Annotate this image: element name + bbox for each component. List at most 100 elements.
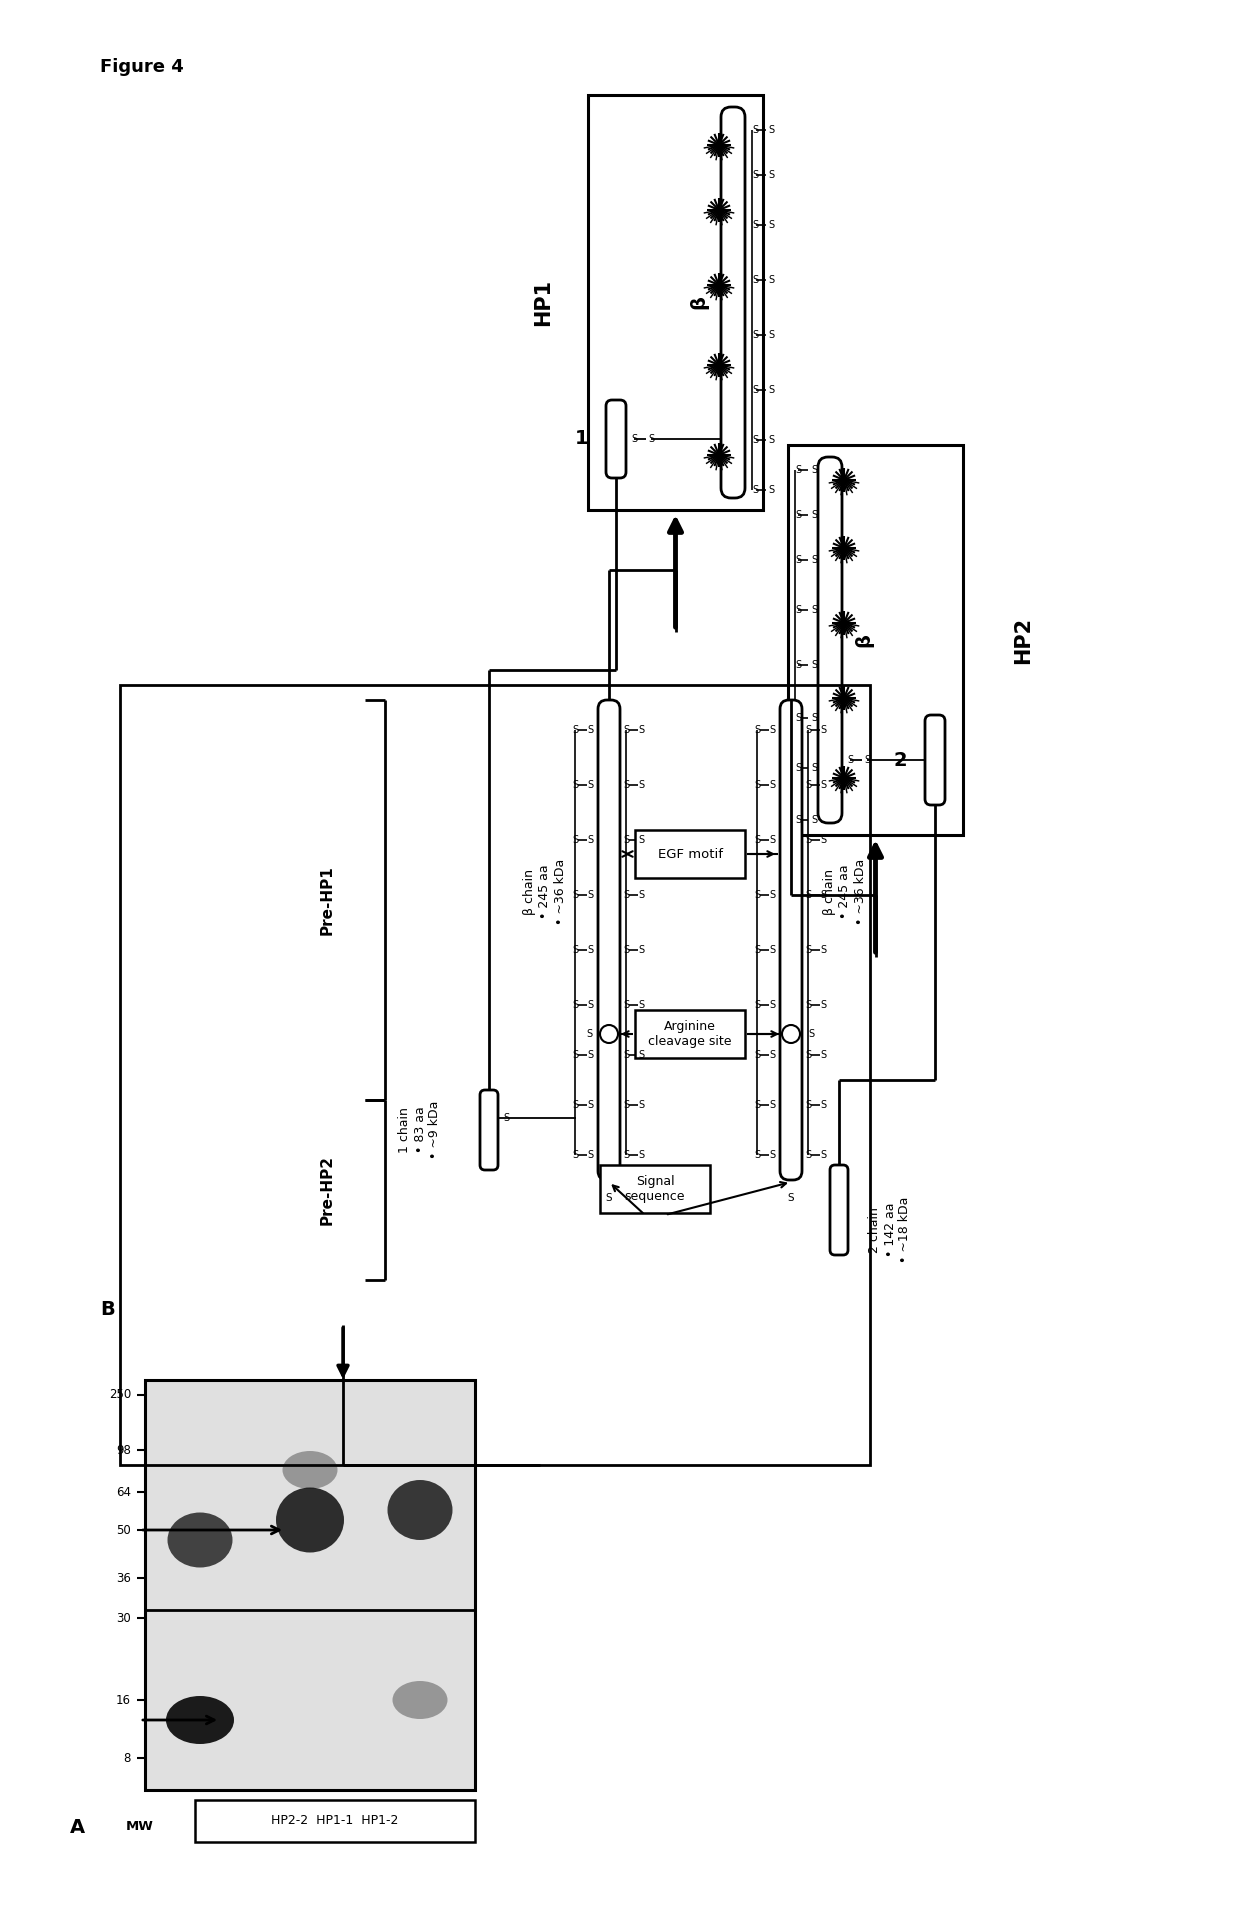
Text: β chain
• 245 aa
• ~36 kDa: β chain • 245 aa • ~36 kDa (823, 859, 867, 925)
Text: S: S (820, 834, 826, 846)
Text: HP2: HP2 (1013, 617, 1033, 663)
Text: S: S (795, 511, 801, 520)
Text: S: S (795, 763, 801, 773)
Text: S: S (769, 780, 775, 790)
FancyBboxPatch shape (720, 108, 745, 497)
Text: S: S (637, 1050, 644, 1060)
Text: S: S (768, 385, 774, 395)
Text: S: S (811, 555, 817, 565)
Text: S: S (769, 1100, 775, 1110)
Text: S: S (820, 1050, 826, 1060)
Text: S: S (795, 661, 801, 671)
Bar (635, 831, 745, 879)
Text: S: S (751, 276, 758, 285)
Text: S: S (769, 890, 775, 900)
Text: S: S (820, 1100, 826, 1110)
Text: S: S (820, 780, 826, 790)
Circle shape (600, 1025, 618, 1043)
Text: 8: 8 (124, 1752, 131, 1765)
Text: S: S (587, 834, 593, 846)
Text: S: S (622, 1050, 629, 1060)
Text: S: S (754, 834, 760, 846)
Text: S: S (769, 725, 775, 734)
Text: S: S (811, 605, 817, 615)
Text: S: S (631, 434, 637, 443)
Text: HP1: HP1 (533, 279, 553, 326)
Text: EGF motif: EGF motif (657, 848, 723, 861)
FancyBboxPatch shape (606, 401, 626, 478)
Text: S: S (820, 725, 826, 734)
FancyBboxPatch shape (830, 1166, 848, 1254)
Text: S: S (808, 1029, 815, 1039)
Text: S: S (811, 713, 817, 723)
Text: S: S (622, 1150, 629, 1160)
Text: S: S (754, 1050, 760, 1060)
Text: S: S (820, 944, 826, 956)
Text: S: S (795, 713, 801, 723)
Bar (145, 1380, 475, 1790)
Text: S: S (587, 944, 593, 956)
Text: 64: 64 (117, 1486, 131, 1499)
Text: S: S (787, 1193, 795, 1202)
Text: β: β (689, 295, 708, 310)
Text: S: S (751, 436, 758, 445)
Text: S: S (768, 170, 774, 179)
Text: S: S (795, 464, 801, 474)
Text: S: S (811, 763, 817, 773)
Text: S: S (637, 725, 644, 734)
Ellipse shape (277, 1488, 343, 1553)
Text: S: S (768, 125, 774, 135)
Text: S: S (805, 725, 811, 734)
Text: S: S (805, 944, 811, 956)
Text: S: S (768, 486, 774, 495)
Text: β chain
• 245 aa
• ~36 kDa: β chain • 245 aa • ~36 kDa (523, 859, 567, 925)
Ellipse shape (166, 1696, 234, 1744)
Text: S: S (587, 1000, 593, 1010)
Text: S: S (622, 890, 629, 900)
Text: S: S (751, 486, 758, 495)
Text: S: S (587, 1100, 593, 1110)
Text: S: S (751, 170, 758, 179)
Text: S: S (572, 1100, 578, 1110)
Text: S: S (811, 511, 817, 520)
Text: S: S (587, 890, 593, 900)
Text: S: S (622, 1000, 629, 1010)
Text: 2 chain
• 142 aa
• ~18 kDa: 2 chain • 142 aa • ~18 kDa (868, 1197, 911, 1264)
Text: S: S (572, 725, 578, 734)
Text: S: S (751, 125, 758, 135)
Text: S: S (622, 834, 629, 846)
Bar (195, 1800, 475, 1842)
Text: 1: 1 (574, 430, 588, 449)
Text: S: S (795, 605, 801, 615)
Text: S: S (637, 1150, 644, 1160)
Text: S: S (754, 1150, 760, 1160)
Text: S: S (637, 780, 644, 790)
FancyBboxPatch shape (818, 457, 842, 823)
Text: S: S (572, 780, 578, 790)
Text: S: S (587, 1150, 593, 1160)
Text: β: β (854, 634, 873, 647)
Text: 250: 250 (109, 1389, 131, 1401)
Ellipse shape (387, 1480, 453, 1540)
Text: S: S (622, 944, 629, 956)
Text: 2: 2 (893, 750, 906, 769)
Text: S: S (751, 330, 758, 339)
Text: S: S (769, 834, 775, 846)
Ellipse shape (283, 1451, 337, 1490)
Text: S: S (622, 1100, 629, 1110)
Text: S: S (820, 1000, 826, 1010)
Text: S: S (795, 555, 801, 565)
Text: S: S (637, 944, 644, 956)
Text: S: S (847, 755, 853, 765)
Text: S: S (572, 1000, 578, 1010)
Text: S: S (811, 464, 817, 474)
FancyBboxPatch shape (480, 1091, 498, 1170)
FancyBboxPatch shape (780, 700, 802, 1179)
Text: S: S (864, 755, 870, 765)
Text: S: S (649, 434, 655, 443)
Text: S: S (587, 780, 593, 790)
Text: S: S (587, 1050, 593, 1060)
Text: S: S (769, 1050, 775, 1060)
Text: S: S (754, 725, 760, 734)
Text: S: S (811, 815, 817, 825)
